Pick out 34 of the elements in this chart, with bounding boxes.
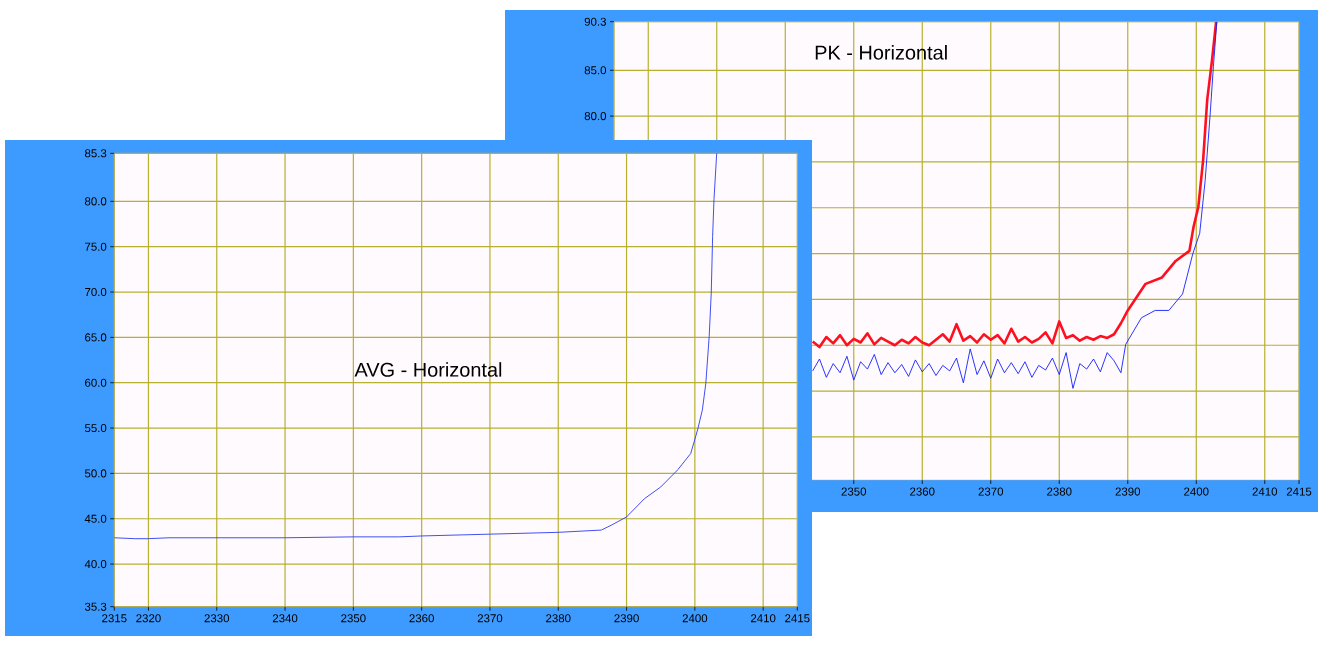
x-tick-label: 2340 bbox=[272, 614, 298, 623]
x-tick-label: 2380 bbox=[546, 614, 571, 623]
x-tick-label: 2415 bbox=[1286, 487, 1312, 496]
x-tick-label: 2400 bbox=[1184, 487, 1209, 496]
x-tick-label: 2400 bbox=[682, 614, 708, 623]
x-tick-label: 2350 bbox=[341, 614, 366, 623]
x-tick-label: 2410 bbox=[1252, 487, 1278, 496]
x-tick-label: 2320 bbox=[136, 614, 161, 623]
x-tick-label: 2360 bbox=[910, 487, 935, 496]
y-tick-label: 55.0 bbox=[84, 424, 107, 433]
x-tick-label: 2350 bbox=[841, 487, 867, 496]
x-tick-label: 2415 bbox=[785, 614, 810, 623]
y-tick-label: 80.0 bbox=[84, 197, 107, 206]
x-tick-label: 2410 bbox=[750, 614, 776, 623]
y-tick-label: 60.0 bbox=[85, 378, 107, 387]
x-tick-label: 2380 bbox=[1047, 487, 1072, 496]
x-tick-label: 2360 bbox=[409, 614, 434, 623]
y-tick-label: 85.3 bbox=[84, 149, 107, 158]
x-tick-label: 2370 bbox=[477, 614, 503, 623]
x-tick-label: 2330 bbox=[204, 614, 230, 623]
y-tick-label: 50.0 bbox=[84, 469, 107, 478]
y-tick-label: 75.0 bbox=[85, 242, 107, 251]
x-tick-label: 2390 bbox=[614, 614, 639, 623]
y-tick-label: 85.0 bbox=[584, 66, 607, 75]
x-tick-label: 2315 bbox=[102, 614, 127, 623]
y-tick-label: 90.3 bbox=[584, 17, 606, 26]
y-tick-label: 70.0 bbox=[85, 287, 107, 297]
y-tick-label: 35.3 bbox=[84, 602, 107, 611]
y-tick-label: 80.0 bbox=[584, 112, 607, 121]
x-tick-label: 2390 bbox=[1115, 487, 1141, 496]
y-tick-label: 45.0 bbox=[84, 514, 107, 523]
x-tick-label: 2370 bbox=[978, 487, 1004, 496]
y-tick-label: 65.0 bbox=[85, 333, 107, 342]
y-tick-label: 40.0 bbox=[84, 560, 107, 569]
